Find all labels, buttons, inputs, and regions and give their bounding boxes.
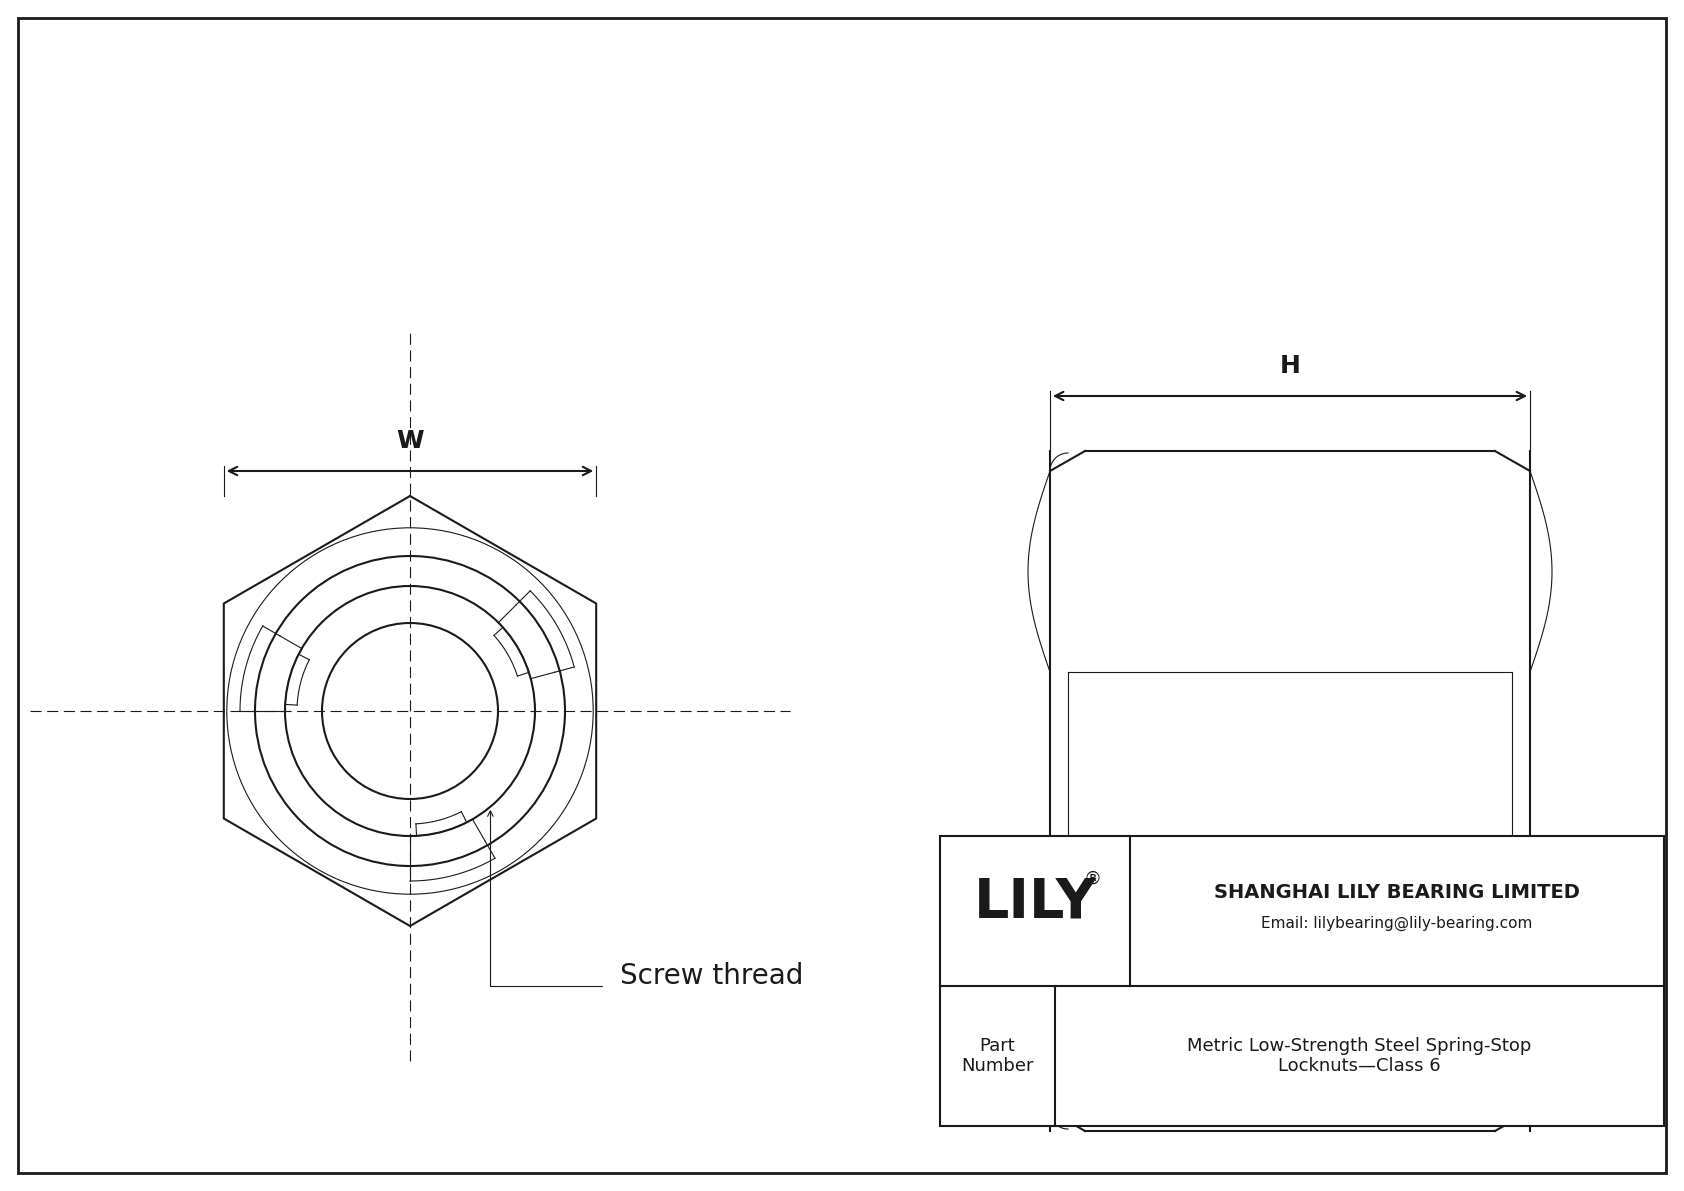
Text: H: H [1280, 354, 1300, 378]
Text: Email: lilybearing@lily-bearing.com: Email: lilybearing@lily-bearing.com [1261, 916, 1532, 930]
Text: ®: ® [1084, 869, 1101, 888]
Text: SHANGHAI LILY BEARING LIMITED: SHANGHAI LILY BEARING LIMITED [1214, 884, 1580, 903]
Text: Metric Low-Strength Steel Spring-Stop
Locknuts—Class 6: Metric Low-Strength Steel Spring-Stop Lo… [1187, 1036, 1532, 1075]
Text: Screw thread: Screw thread [620, 962, 803, 990]
Text: LILY: LILY [973, 877, 1096, 930]
Text: W: W [396, 429, 424, 453]
Text: Part
Number: Part Number [962, 1036, 1034, 1075]
Bar [940, 836, 1664, 1125]
